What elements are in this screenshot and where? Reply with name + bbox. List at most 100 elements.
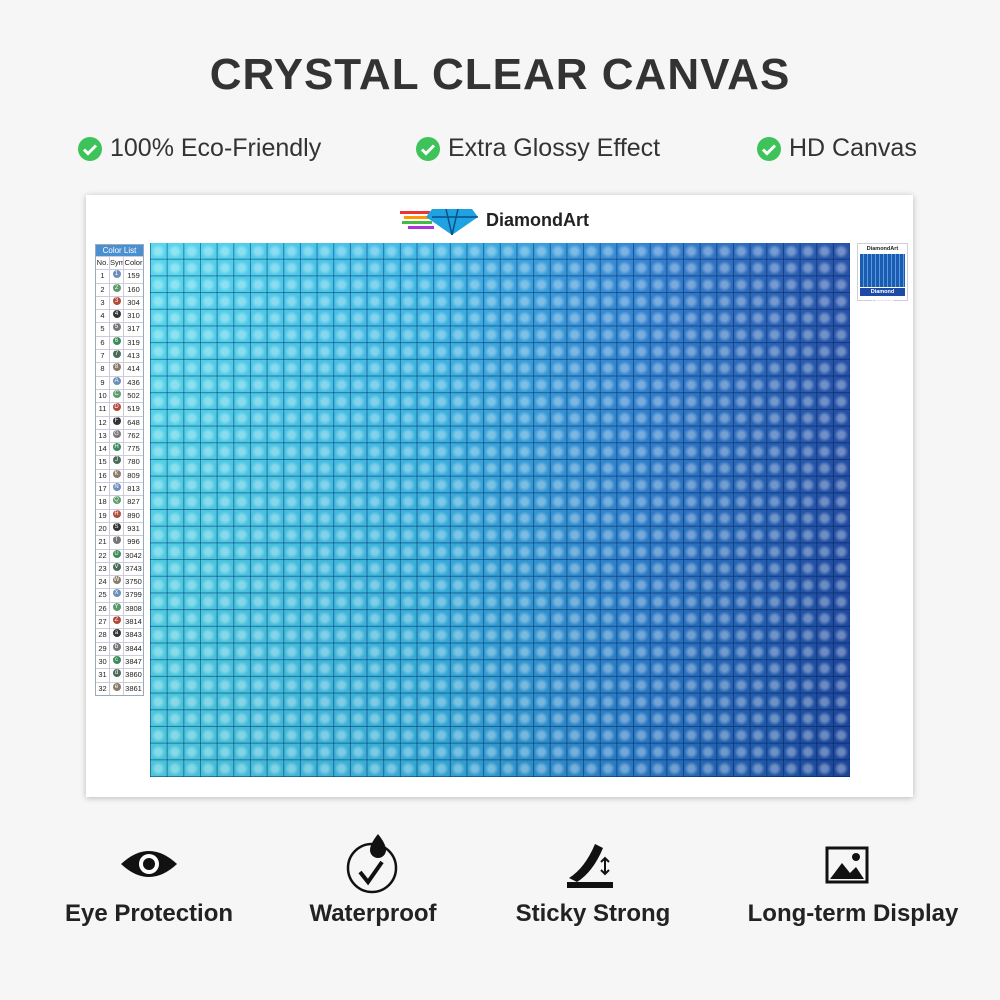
color-row: 17 N 813 [96,482,143,496]
color-cell: T [110,536,124,549]
color-row: 14 H 775 [96,442,143,456]
color-row: 10 C 502 [96,388,143,403]
benefit-label: Waterproof [309,900,437,927]
color-row: 29 b 3844 [96,641,143,655]
color-symbol: H [112,443,121,452]
color-symbol: T [112,536,121,545]
color-cell: S [110,522,124,536]
feature-text: HD Canvas [789,134,917,162]
color-cell: 19 [96,509,110,522]
color-cell: N [110,483,124,496]
brand-name: DiamondArt [486,209,589,230]
color-cell: 18 [96,496,110,509]
color-cell: 996 [127,537,140,547]
color-cell: 413 [127,351,140,361]
color-symbol: J [112,456,121,465]
color-cell: 436 [127,377,140,387]
color-cell: a [110,629,124,642]
color-symbol: W [112,576,121,585]
feature: 100% Eco-Friendly [78,134,321,163]
color-cell: 26 [96,602,110,616]
color-symbol: F [112,416,121,425]
color-cell: 17 [96,483,110,496]
color-cell: c [110,655,124,669]
color-cell: U [110,549,124,562]
display-icon [825,846,869,884]
feature: HD Canvas [757,134,917,163]
color-row: 26 Y 3808 [96,601,143,616]
color-cell: 160 [127,284,140,294]
color-cell: 3847 [125,656,142,666]
color-cell: A [110,376,124,389]
eye-icon [121,851,177,877]
color-cell: 11 [96,403,110,416]
color-cell: 890 [127,510,140,520]
color-symbol: d [112,669,121,678]
diamond-canvas [150,243,850,777]
sticky-icon [567,844,613,888]
color-cell: 22 [96,549,110,562]
color-cell: 519 [127,404,140,414]
color-cell: 7 [96,350,110,363]
color-cell: 27 [96,616,110,629]
color-cell: 159 [127,271,140,281]
color-symbol: X [112,589,121,598]
color-cell: F [110,416,124,429]
color-cell: 23 [96,562,110,576]
color-symbol: b [112,642,121,651]
color-symbol: D [112,403,121,412]
color-cell: C [110,389,124,403]
color-cell: 2 [96,283,110,296]
color-cell: W [110,576,124,589]
color-cell: 24 [96,576,110,589]
color-cell: K [110,469,124,483]
color-symbol: Y [112,602,121,611]
color-row: 1 1 159 [96,269,143,283]
thumbnail: DiamondArt Diamond Painting [857,243,908,303]
color-cell: 30 [96,655,110,669]
color-list-header: No.SymbolColor [96,256,143,270]
color-row: 8 8 414 [96,362,143,376]
color-cell: 3860 [125,670,142,680]
color-cell: 3743 [125,563,142,573]
color-cell: 3 [110,296,124,310]
color-row: 15 J 780 [96,455,143,469]
color-symbol: 8 [112,363,121,372]
color-cell: 310 [127,311,140,321]
color-row: 2 2 160 [96,282,143,296]
color-row: 18 Q 827 [96,495,143,509]
color-row: 19 R 890 [96,508,143,522]
color-row: 25 X 3799 [96,588,143,602]
color-cell: 3808 [125,603,142,613]
color-cell: Q [110,496,124,509]
color-symbol: U [112,549,121,558]
color-row: 12 F 648 [96,415,143,429]
benefit-label: Long-term Display [747,900,959,927]
color-row: 22 U 3042 [96,548,143,562]
color-row: 13 G 762 [96,428,143,443]
color-row: 27 Z 3814 [96,615,143,629]
color-cell: D [110,403,124,416]
color-symbol: 7 [112,350,121,359]
feature: Extra Glossy Effect [416,134,660,163]
color-cell: 827 [127,497,140,507]
color-cell: 3799 [125,590,142,600]
color-cell: 780 [127,457,140,467]
color-symbol: 5 [112,323,121,332]
color-cell: 6 [96,336,110,350]
color-cell: 5 [96,323,110,336]
color-cell: 414 [127,364,140,374]
color-cell: 9 [96,376,110,389]
color-row: 24 W 3750 [96,575,143,589]
color-cell: 3861 [125,683,142,693]
color-cell: J [110,456,124,469]
color-cell: 813 [127,484,140,494]
thumbnail-caption: Diamond Painting [860,288,905,303]
color-row: 7 7 413 [96,349,143,363]
color-symbol: K [112,469,121,478]
check-icon [78,136,102,161]
title: CRYSTAL CLEAR CANVAS [209,50,791,99]
color-cell: 16 [96,469,110,483]
waterproof-icon [346,834,398,894]
